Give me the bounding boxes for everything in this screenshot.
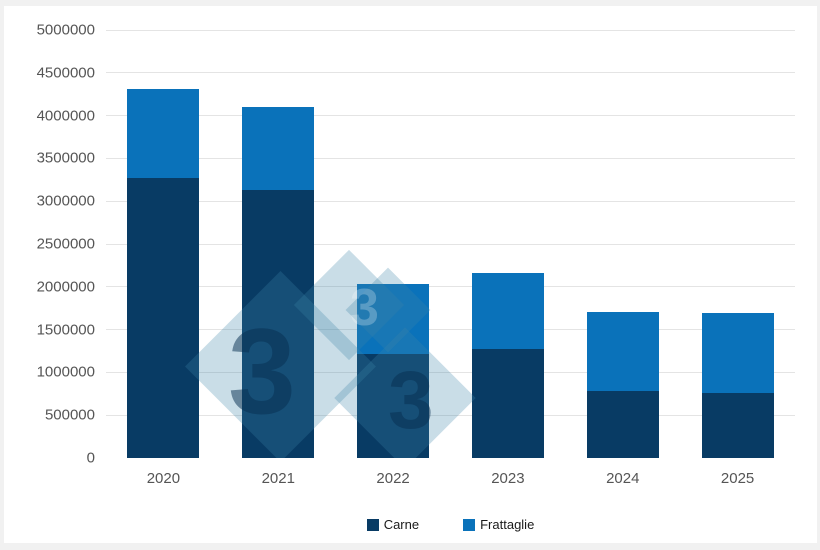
y-tick-label: 0	[86, 449, 95, 467]
bar-2020	[127, 30, 200, 458]
gridline	[106, 457, 795, 458]
bar-segment-frattaglie-2025[interactable]	[701, 312, 774, 393]
legend-item-frattaglie[interactable]: Frattaglie	[463, 517, 534, 532]
bar-segment-frattaglie-2024[interactable]	[586, 312, 659, 391]
x-tick-label-2020: 2020	[146, 470, 181, 487]
gridline	[106, 371, 795, 373]
bar-segment-carne-2020[interactable]	[127, 178, 200, 458]
gridline	[106, 157, 795, 159]
bar-segment-frattaglie-2023[interactable]	[471, 273, 544, 349]
bar-2025	[701, 30, 774, 458]
bar-2024	[586, 30, 659, 458]
y-tick-label: 1000000	[36, 363, 95, 381]
gridline	[106, 115, 795, 117]
bar-segment-frattaglie-2021[interactable]	[242, 107, 315, 191]
legend-label: Carne	[383, 517, 420, 532]
legend-swatch-carne	[366, 518, 379, 531]
legend: Carne Frattaglie	[106, 517, 795, 532]
chart-card: 5000000 4500000 4000000 3500000 3000000 25000…	[4, 6, 817, 543]
bar-2022	[357, 30, 430, 458]
bar-segment-carne-2022[interactable]	[357, 354, 430, 458]
x-tick-label-2021: 2021	[261, 470, 295, 487]
y-tick-label: 2500000	[36, 235, 95, 253]
bar-segment-carne-2024[interactable]	[586, 390, 659, 458]
x-tick-label-2022: 2022	[376, 470, 410, 487]
y-tick-label: 3500000	[36, 149, 95, 167]
x-tick-label-2025: 2025	[720, 470, 755, 487]
y-tick-label: 3000000	[36, 192, 95, 210]
x-tick-label-2023: 2023	[491, 470, 525, 487]
y-tick-label: 5000000	[36, 21, 95, 39]
bar-segment-frattaglie-2022[interactable]	[357, 283, 430, 354]
legend-item-carne[interactable]: Carne	[366, 517, 420, 532]
gridline	[106, 329, 795, 331]
x-tick-label-2024: 2024	[606, 470, 640, 487]
bar-segment-carne-2021[interactable]	[242, 190, 315, 458]
gridline	[106, 286, 795, 288]
gridline	[106, 72, 795, 74]
y-tick-label: 2000000	[36, 278, 95, 296]
gridline	[106, 200, 795, 202]
bar-2021	[242, 30, 315, 458]
y-tick-label: 500000	[44, 406, 95, 424]
gridline	[106, 30, 795, 31]
bar-segment-frattaglie-2020[interactable]	[127, 89, 200, 179]
bar-segment-carne-2025[interactable]	[701, 392, 774, 458]
y-tick-label: 4000000	[36, 107, 95, 125]
bar-segment-carne-2023[interactable]	[471, 348, 544, 458]
plot-area: 3 3 3	[106, 30, 795, 458]
legend-label: Frattaglie	[480, 517, 535, 532]
legend-swatch-frattaglie	[463, 518, 476, 531]
y-tick-label: 1500000	[36, 321, 95, 339]
bar-2023	[471, 30, 544, 458]
gridline	[106, 414, 795, 416]
gridline	[106, 243, 795, 245]
y-tick-label: 4500000	[36, 64, 95, 82]
